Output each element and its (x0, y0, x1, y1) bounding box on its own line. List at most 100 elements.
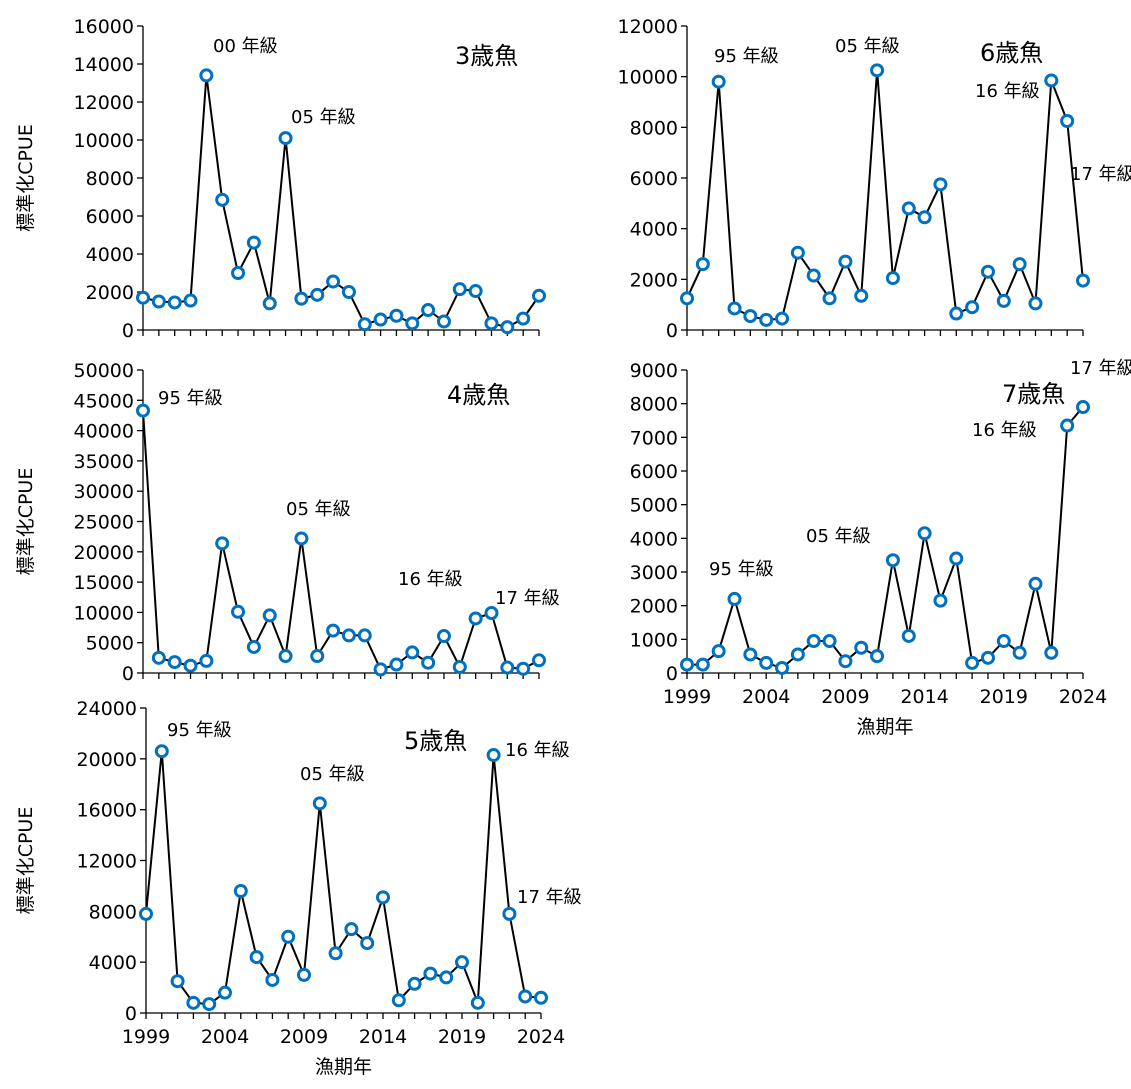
data-point (516, 311, 531, 326)
y-tick-label: 6000 (630, 168, 678, 190)
data-point (373, 312, 388, 327)
data-point (405, 645, 420, 660)
y-tick-label: 50000 (74, 360, 134, 382)
panel-title: 6歳魚 (980, 39, 1043, 67)
data-point (231, 266, 246, 280)
data-point (1028, 576, 1043, 591)
data-point (468, 611, 483, 626)
cohort-annotation: 16 年級 (975, 81, 1040, 102)
y-tick-label: 3000 (630, 562, 678, 584)
data-point (870, 649, 885, 664)
cohort-annotation: 95 年級 (714, 46, 779, 67)
data-point (1076, 273, 1090, 288)
chart-panel-age3: 0 2000 4000 6000 8000 10000 12000 14000 16000 標準化… (15, 16, 546, 342)
data-point (680, 291, 694, 306)
data-point (376, 890, 390, 905)
data-point (949, 306, 964, 321)
data-point (373, 662, 388, 677)
data-point (1044, 73, 1059, 88)
data-point (885, 553, 900, 568)
data-point (167, 655, 182, 670)
data-point (532, 653, 546, 668)
data-point (743, 647, 758, 662)
data-point (775, 660, 790, 675)
cohort-annotation: 95 年級 (709, 559, 774, 580)
chart-panel-age4: 0 5000 10000 15000 20000 25000 30000 35000 40000… (15, 360, 560, 685)
data-point (246, 235, 261, 250)
data-point (246, 639, 261, 654)
y-tick-label: 10000 (74, 602, 134, 624)
cohort-annotation: 16 年級 (398, 569, 463, 590)
y-tick-label: 1000 (630, 629, 678, 651)
cohort-annotation: 17 年級 (495, 588, 560, 609)
data-point (870, 63, 885, 78)
data-point (502, 906, 517, 921)
data-point (278, 131, 293, 146)
data-point (139, 906, 153, 921)
y-tick-label: 2000 (86, 282, 134, 304)
data-point (759, 655, 774, 670)
data-point (1028, 296, 1043, 311)
data-point (391, 993, 406, 1008)
y-tick-label: 0 (666, 663, 678, 685)
data-point (775, 311, 790, 326)
data-point (1012, 257, 1027, 272)
y-tick-label: 12000 (618, 16, 678, 38)
data-point (421, 655, 436, 670)
data-point (822, 291, 837, 306)
y-tick-label: 20000 (74, 542, 134, 564)
y-tick-label: 25000 (74, 512, 134, 534)
cohort-annotation: 95 年級 (167, 720, 232, 741)
y-tick-label: 8000 (89, 901, 137, 923)
data-point (759, 312, 774, 327)
data-point (294, 291, 309, 306)
cohort-annotation: 16 年級 (972, 420, 1037, 441)
data-point (838, 254, 853, 269)
data-point (1060, 418, 1075, 433)
y-axis-title: 標準化CPUE (15, 807, 37, 915)
panel-title: 7歳魚 (1002, 380, 1065, 408)
y-axis-title: 標準化CPUE (15, 124, 37, 232)
data-point (727, 591, 742, 606)
y-tick-label: 0 (122, 320, 134, 342)
data-point (1044, 645, 1059, 660)
data-point (917, 526, 932, 541)
x-tick-label: 2014 (900, 686, 948, 708)
data-point (711, 74, 726, 89)
data-point (484, 316, 499, 331)
y-tick-label: 8000 (630, 117, 678, 139)
y-tick-label: 6000 (86, 206, 134, 228)
y-tick-label: 8000 (630, 394, 678, 416)
y-tick-label: 5000 (86, 633, 134, 655)
data-point (534, 990, 548, 1005)
data-point (532, 288, 546, 303)
data-point (436, 629, 451, 644)
cohort-annotation: 16 年級 (505, 740, 570, 761)
data-point (965, 300, 980, 315)
data-point (790, 245, 805, 260)
cohort-annotation: 17 年級 (1070, 164, 1131, 185)
y-tick-label: 40000 (74, 421, 134, 443)
y-tick-label: 6000 (630, 461, 678, 483)
y-tick-label: 5000 (630, 495, 678, 517)
data-point (854, 640, 869, 655)
y-tick-label: 2000 (630, 269, 678, 291)
data-point (822, 634, 837, 649)
y-tick-label: 16000 (74, 16, 134, 38)
data-point (328, 946, 343, 961)
data-point (470, 995, 485, 1010)
x-tick-label: 2024 (1059, 686, 1107, 708)
data-point (1012, 645, 1027, 660)
x-tick-label: 2019 (980, 686, 1028, 708)
data-point (949, 551, 964, 566)
data-point (743, 309, 758, 324)
data-point (901, 628, 916, 643)
data-point (215, 536, 230, 551)
data-point (389, 308, 404, 323)
data-point (151, 650, 166, 665)
data-point (262, 608, 277, 623)
data-point (199, 653, 214, 668)
data-point (215, 192, 230, 207)
data-point (167, 295, 182, 310)
data-point (183, 658, 198, 673)
